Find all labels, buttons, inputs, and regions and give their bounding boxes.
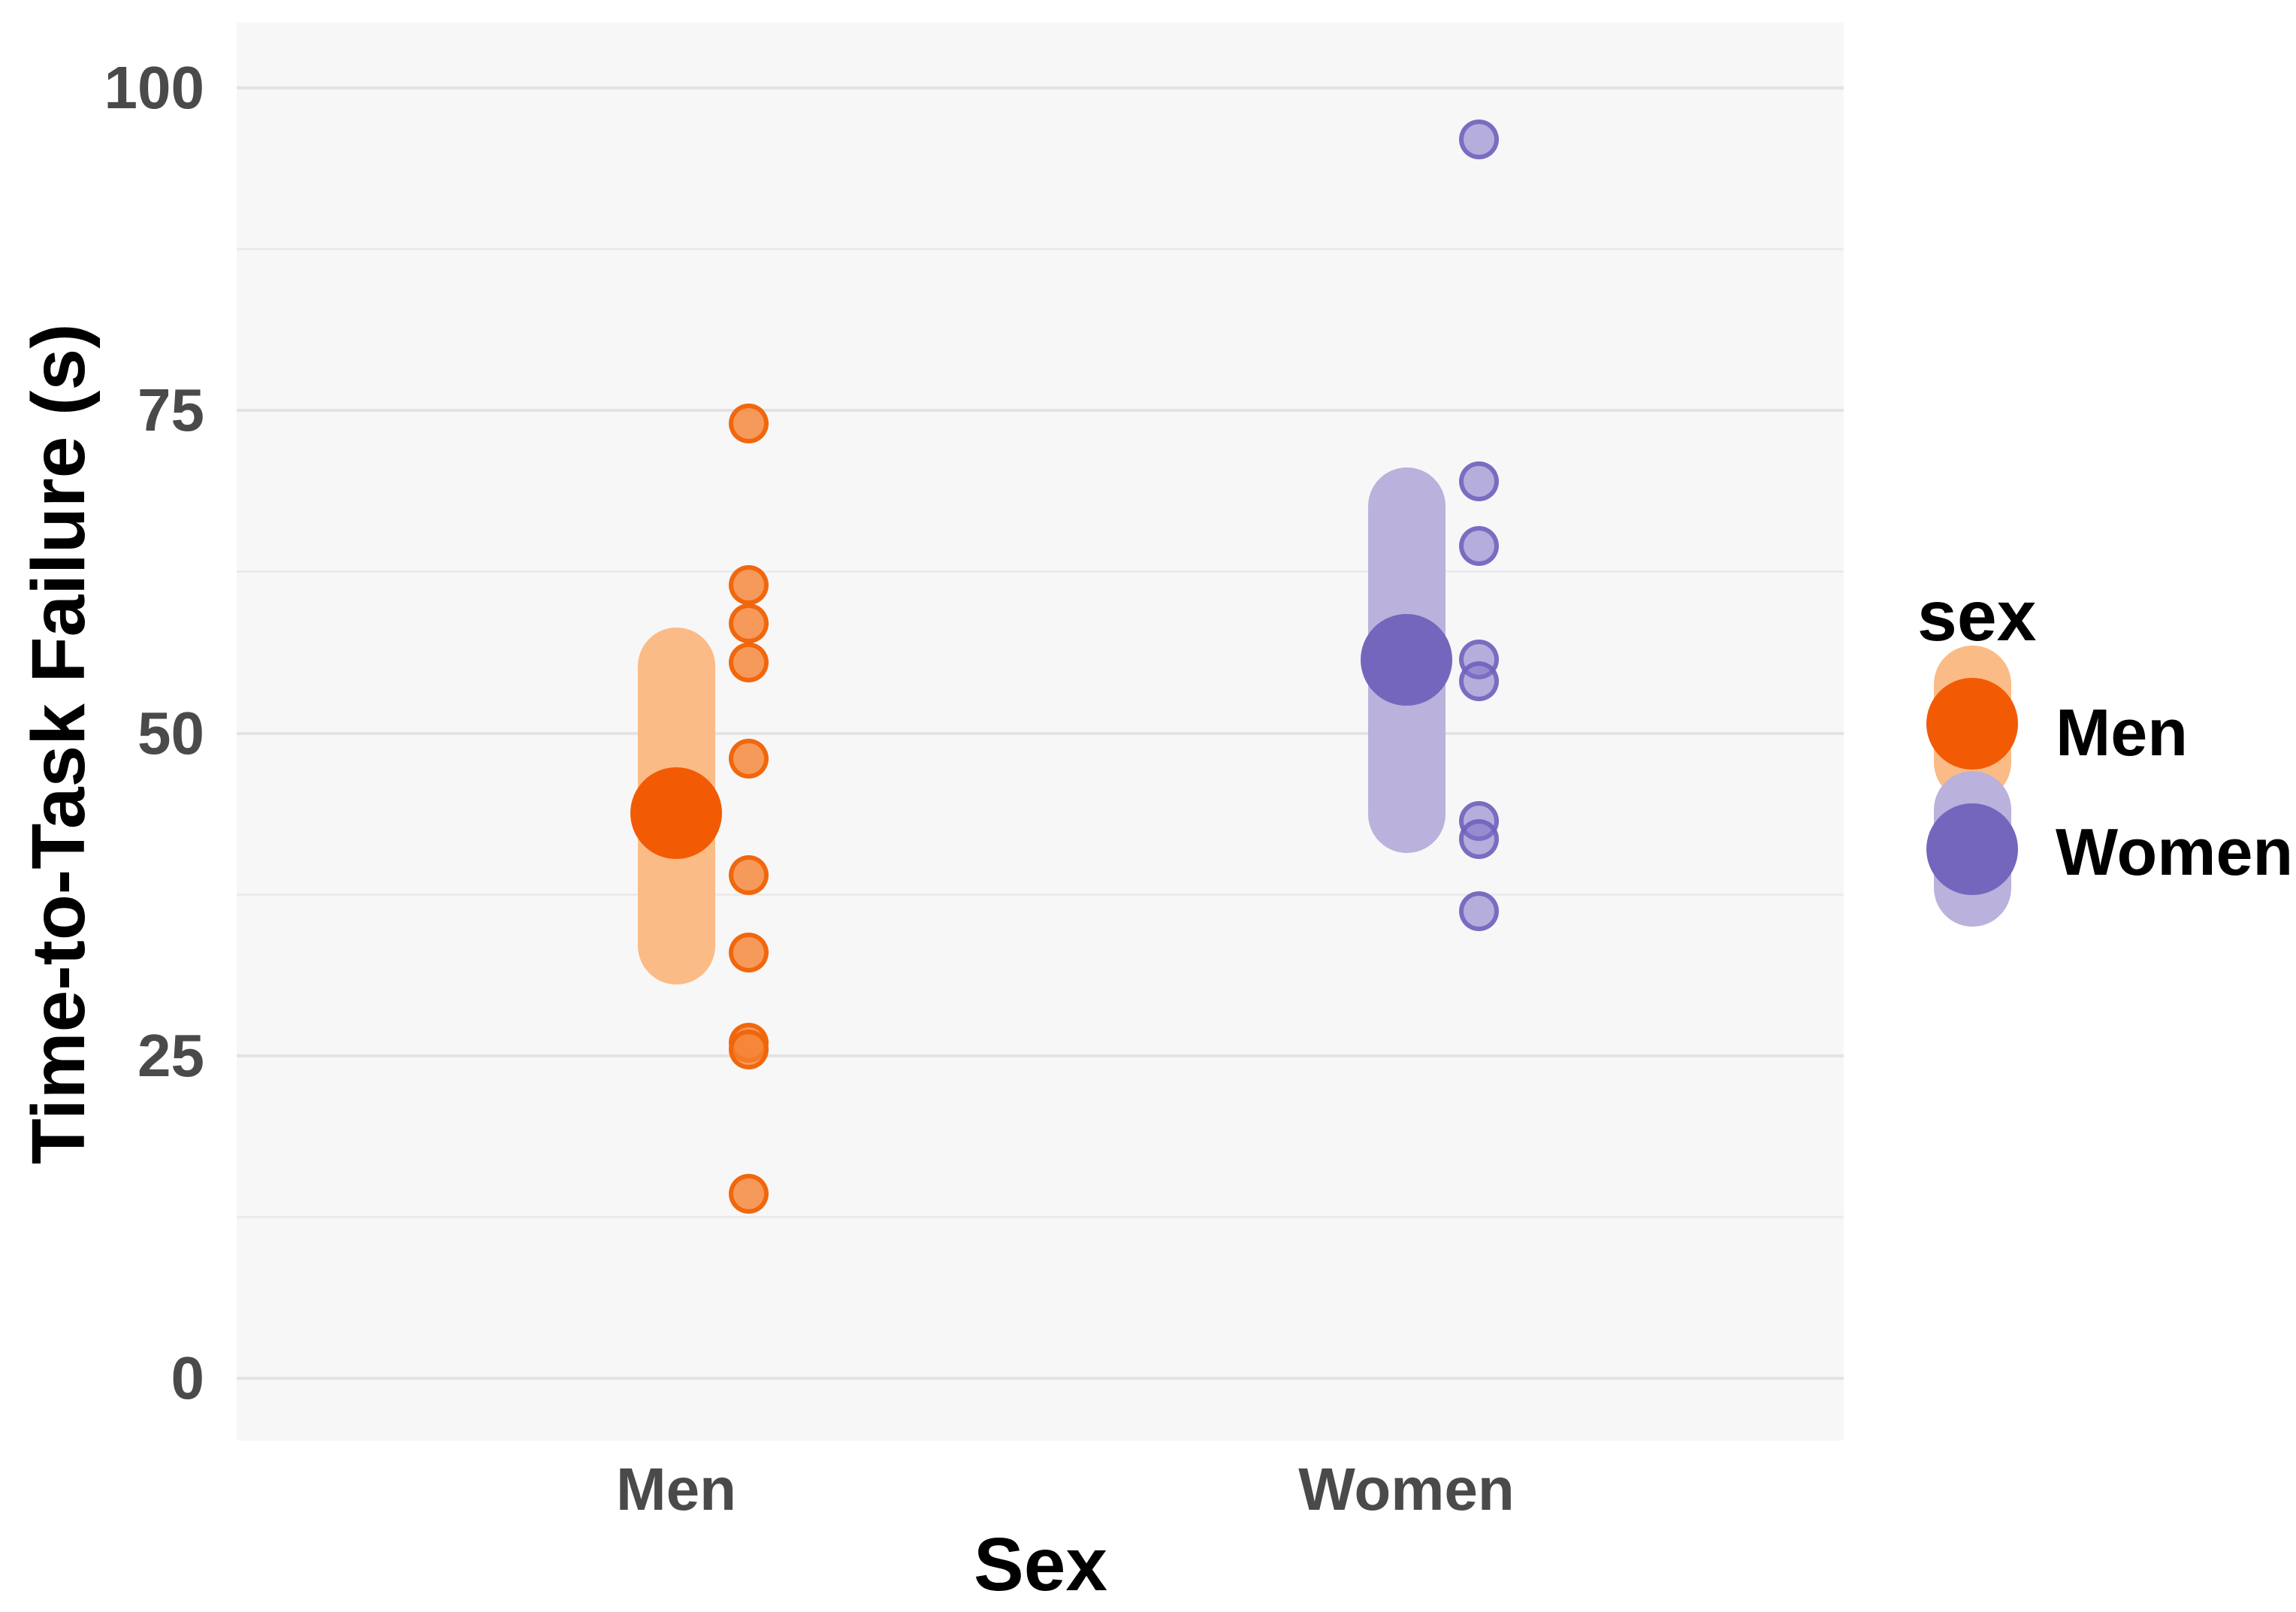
data-point-men [728, 932, 769, 972]
x-tick-label-women: Women [1298, 1456, 1515, 1523]
data-point-women [1458, 526, 1499, 567]
legend-key-dot-women [1926, 803, 2018, 895]
mean-point-men [630, 767, 722, 859]
gridline-major [237, 86, 1844, 89]
data-point-women [1458, 661, 1499, 702]
gridline-major [237, 731, 1844, 735]
data-point-men [728, 603, 769, 644]
data-point-men [728, 854, 769, 895]
data-point-women [1458, 461, 1499, 502]
y-tick-label: 75 [137, 377, 204, 444]
data-point-women [1458, 818, 1499, 859]
legend-title: sex [1917, 576, 2037, 656]
x-axis-title: Sex [974, 1523, 1107, 1607]
data-point-men [728, 564, 769, 605]
gridline-minor [237, 893, 1844, 896]
y-tick-label: 50 [137, 699, 204, 767]
data-point-men [728, 642, 769, 682]
data-point-men [728, 403, 769, 443]
gridline-major [237, 1054, 1844, 1057]
y-tick-label: 25 [137, 1021, 204, 1089]
data-point-men [728, 739, 769, 779]
data-point-men [728, 1029, 769, 1069]
legend-key-dot-men [1926, 677, 2018, 770]
gridline-minor [237, 1215, 1844, 1218]
gridline-major [237, 1377, 1844, 1380]
data-point-women [1458, 891, 1499, 931]
gridline-minor [237, 570, 1844, 573]
gridline-minor [237, 248, 1844, 251]
y-tick-label: 0 [171, 1344, 205, 1411]
mean-point-women [1361, 613, 1452, 706]
data-point-men [728, 1173, 769, 1214]
gridline-major [237, 409, 1844, 413]
legend-label-men: Men [2056, 695, 2188, 770]
data-point-women [1458, 119, 1499, 160]
x-tick-label-men: Men [616, 1456, 736, 1523]
legend-label-women: Women [2056, 815, 2294, 889]
y-tick-label: 100 [104, 54, 204, 121]
